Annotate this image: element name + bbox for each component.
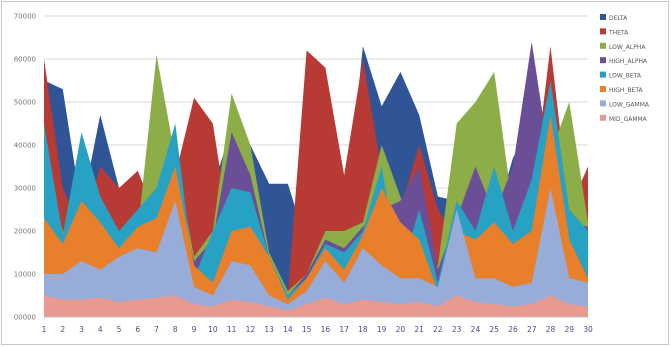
- area-mid-gamma: [44, 295, 588, 317]
- legend-swatch-delta: [600, 14, 606, 20]
- x-tick-label: 7: [154, 325, 159, 334]
- legend-swatch-low-alpha: [600, 42, 606, 49]
- legend-swatch-mid-gamma: [600, 114, 606, 121]
- x-tick-label: 8: [173, 325, 178, 334]
- x-tick-label: 25: [489, 325, 499, 334]
- axes: 00000 10000 20000 30000 40000 50000 60000 70000…: [14, 13, 593, 335]
- y-tick-label: 20000: [14, 228, 36, 236]
- x-tick-label: 2: [60, 325, 65, 334]
- x-tick-label: 11: [227, 325, 237, 334]
- x-tick-label: 29: [564, 325, 574, 334]
- x-tick-label: 18: [358, 325, 368, 334]
- x-tick-label: 23: [452, 325, 462, 334]
- y-tick-label: 00000: [14, 314, 36, 322]
- y-tick-label: 40000: [14, 142, 36, 150]
- y-tick-label: 60000: [14, 56, 36, 64]
- x-tick-label: 21: [414, 325, 424, 334]
- legend-swatch-low-beta: [600, 71, 606, 78]
- legend-label-low-beta: LOW_BETA: [609, 73, 642, 80]
- y-tick-label: 10000: [14, 271, 36, 279]
- x-tick-label: 16: [321, 325, 331, 334]
- x-tick-label: 5: [117, 325, 122, 334]
- x-tick-label: 15: [302, 325, 312, 334]
- x-tick-label: 1: [42, 325, 47, 334]
- x-tick-label: 12: [246, 325, 256, 334]
- x-tick-label: 6: [135, 325, 140, 334]
- x-tick-label: 27: [527, 325, 537, 334]
- x-tick-label: 19: [377, 325, 387, 334]
- series-areas: [44, 41, 588, 318]
- legend-swatch-high-beta: [600, 86, 606, 92]
- y-tick-label: 50000: [14, 99, 36, 107]
- x-tick-label: 9: [192, 325, 197, 334]
- legend-swatch-theta: [600, 28, 606, 35]
- y-tick-label: 70000: [14, 13, 36, 21]
- x-tick-label: 14: [283, 325, 293, 334]
- legend-label-mid-gamma: MID_GAMMA: [609, 116, 648, 123]
- legend-label-high-alpha: HIGH_ALPHA: [609, 58, 648, 65]
- legend-label-theta: THETA: [608, 29, 629, 36]
- x-tick-label: 28: [546, 325, 556, 334]
- x-tick-label: 30: [583, 325, 593, 334]
- legend: DELTA THETA LOW_ALPHA HIGH_ALPHA LOW_BETA HIG…: [600, 14, 650, 123]
- legend-label-low-alpha: LOW_ALPHA: [609, 44, 646, 51]
- x-tick-label: 26: [508, 325, 518, 334]
- x-tick-label: 13: [264, 325, 274, 334]
- x-tick-label: 22: [433, 325, 443, 334]
- x-tick-label: 10: [208, 325, 218, 334]
- legend-label-delta: DELTA: [609, 15, 628, 22]
- legend-label-high-beta: HIGH_BETA: [609, 87, 644, 94]
- legend-label-low-gamma: LOW_GAMMA: [609, 101, 650, 108]
- legend-swatch-high-alpha: [600, 57, 606, 64]
- x-tick-label: 3: [79, 325, 84, 334]
- area-low-gamma: [44, 188, 588, 317]
- y-tick-label: 30000: [14, 185, 36, 193]
- x-tick-label: 20: [396, 325, 406, 334]
- x-tick-label: 17: [339, 325, 349, 334]
- x-tick-label: 24: [471, 325, 481, 334]
- legend-swatch-low-gamma: [600, 100, 606, 107]
- x-tick-label: 4: [98, 325, 103, 334]
